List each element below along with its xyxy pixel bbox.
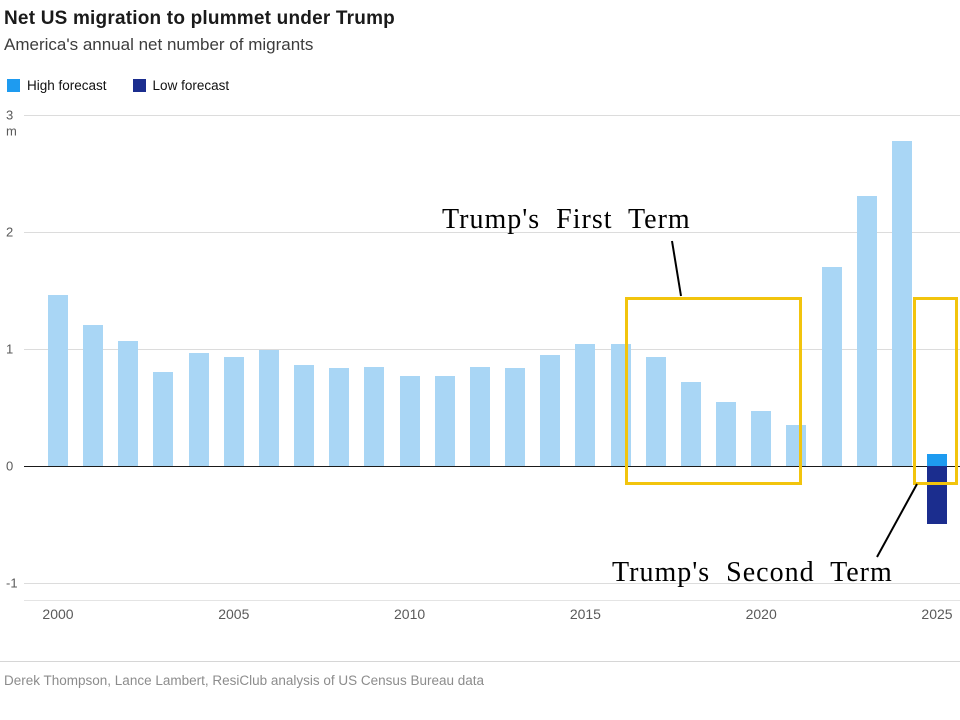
low-forecast-bar	[927, 466, 947, 525]
x-axis-label-2015: 2015	[569, 606, 601, 622]
high-forecast-bar	[927, 454, 947, 466]
gridline--1	[24, 582, 960, 584]
first-term-annotation: Trump's First Term	[442, 204, 691, 235]
bar-2004	[188, 352, 209, 466]
bar-2015	[575, 344, 596, 466]
bar-2011	[434, 375, 455, 466]
legend-label-high-forecast: High forecast	[27, 78, 107, 93]
bar-2009	[364, 366, 385, 466]
legend: High forecast Low forecast	[7, 78, 229, 93]
x-axis-label-2000: 2000	[42, 606, 74, 622]
source-credit: Derek Thompson, Lance Lambert, ResiClub …	[4, 673, 485, 688]
y-axis-label-2: 2	[6, 224, 14, 240]
bar-2012	[469, 366, 490, 466]
bar-2005	[223, 357, 244, 466]
second-term-annotation: Trump's Second Term	[612, 557, 893, 588]
bar-2010	[399, 375, 420, 466]
y-axis-label-1: 1	[6, 341, 14, 357]
bar-2003	[153, 372, 174, 466]
zero-line	[24, 466, 960, 467]
bar-2001	[83, 324, 104, 466]
bar-2013	[505, 367, 526, 466]
gridline-2	[24, 232, 960, 234]
footer-divider	[0, 661, 960, 662]
bar-2008	[329, 367, 350, 466]
first-term-highlight-box	[625, 297, 802, 485]
x-axis-label-2010: 2010	[394, 606, 426, 622]
x-axis-label-2025: 2025	[921, 606, 953, 622]
bar-2022	[821, 267, 842, 466]
gridline-3	[24, 115, 960, 117]
bar-2024	[891, 141, 912, 466]
bar-2006	[258, 350, 279, 466]
legend-label-low-forecast: Low forecast	[152, 78, 230, 93]
bar-2019	[716, 401, 737, 466]
bar-2017	[645, 357, 666, 466]
x-axis-label-2020: 2020	[745, 606, 777, 622]
chart-title: Net US migration to plummet under Trump	[4, 8, 395, 29]
x-axis-label-2005: 2005	[218, 606, 250, 622]
bar-2023	[856, 195, 877, 466]
bar-2000	[48, 295, 68, 466]
y-axis-unit: m	[6, 123, 17, 139]
legend-item-high-forecast: High forecast	[7, 78, 107, 93]
y-axis-label-3: 3	[6, 107, 14, 123]
y-axis-label--1: -1	[6, 575, 18, 591]
high-forecast-swatch	[7, 79, 20, 92]
legend-item-low-forecast: Low forecast	[132, 78, 230, 93]
bar-2020	[751, 411, 772, 466]
bar-2002	[118, 340, 139, 466]
bar-2018	[680, 381, 701, 466]
low-forecast-swatch	[132, 79, 146, 92]
y-axis-label-0: 0	[6, 458, 14, 474]
bar-2007	[294, 365, 315, 466]
gridline-1	[24, 349, 960, 351]
chart-subtitle: America's annual net number of migrants	[4, 35, 314, 54]
x-axis-baseline	[24, 600, 960, 601]
bar-2014	[540, 354, 561, 466]
second-term-highlight-box	[913, 297, 958, 485]
